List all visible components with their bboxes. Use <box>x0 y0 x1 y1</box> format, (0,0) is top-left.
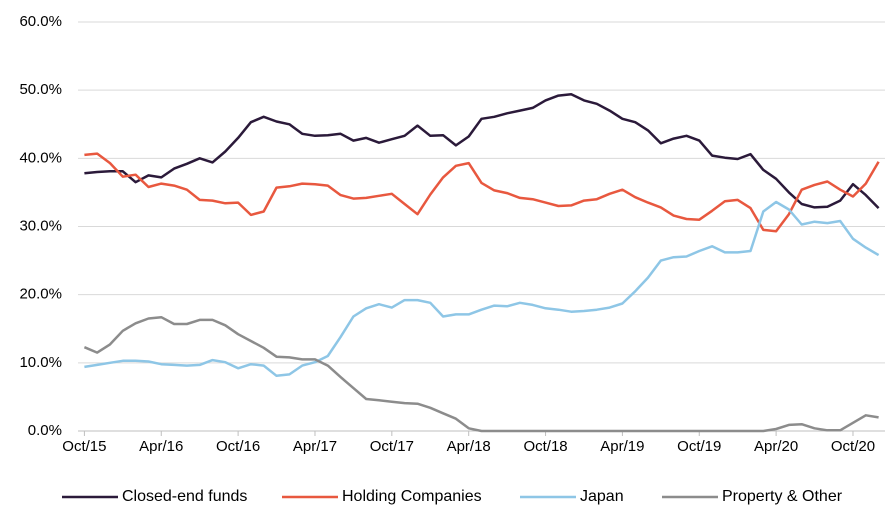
legend-label: Japan <box>580 488 624 505</box>
y-tick-label: 50.0% <box>19 81 62 98</box>
series-line <box>84 152 880 233</box>
legend-label: Property & Other <box>722 488 843 505</box>
x-tick-label: Oct/17 <box>370 438 414 455</box>
legend-label: Holding Companies <box>342 488 482 505</box>
x-tick-label: Apr/17 <box>293 438 337 455</box>
x-tick-label: Oct/19 <box>677 438 721 455</box>
x-tick-label: Apr/19 <box>600 438 644 455</box>
x-tick-label: Oct/18 <box>523 438 567 455</box>
x-tick-label: Oct/20 <box>831 438 875 455</box>
series-line <box>84 200 880 378</box>
y-tick-label: 40.0% <box>19 149 62 166</box>
legend-label: Closed-end funds <box>122 488 247 505</box>
y-tick-label: 10.0% <box>19 354 62 371</box>
x-tick-label: Apr/20 <box>754 438 798 455</box>
y-tick-label: 60.0% <box>19 13 62 30</box>
series-line <box>84 93 880 209</box>
legend: Closed-end funds Holding Companies Japan Pr… <box>62 488 843 505</box>
x-tick-label: Apr/18 <box>447 438 491 455</box>
x-tick-label: Oct/16 <box>216 438 260 455</box>
x-tick-label: Oct/15 <box>62 438 106 455</box>
x-tick-label: Apr/16 <box>139 438 183 455</box>
series-line <box>83 315 879 433</box>
y-tick-label: 30.0% <box>19 217 62 234</box>
y-tick-label: 20.0% <box>19 286 62 303</box>
y-tick-label: 0.0% <box>28 422 62 439</box>
